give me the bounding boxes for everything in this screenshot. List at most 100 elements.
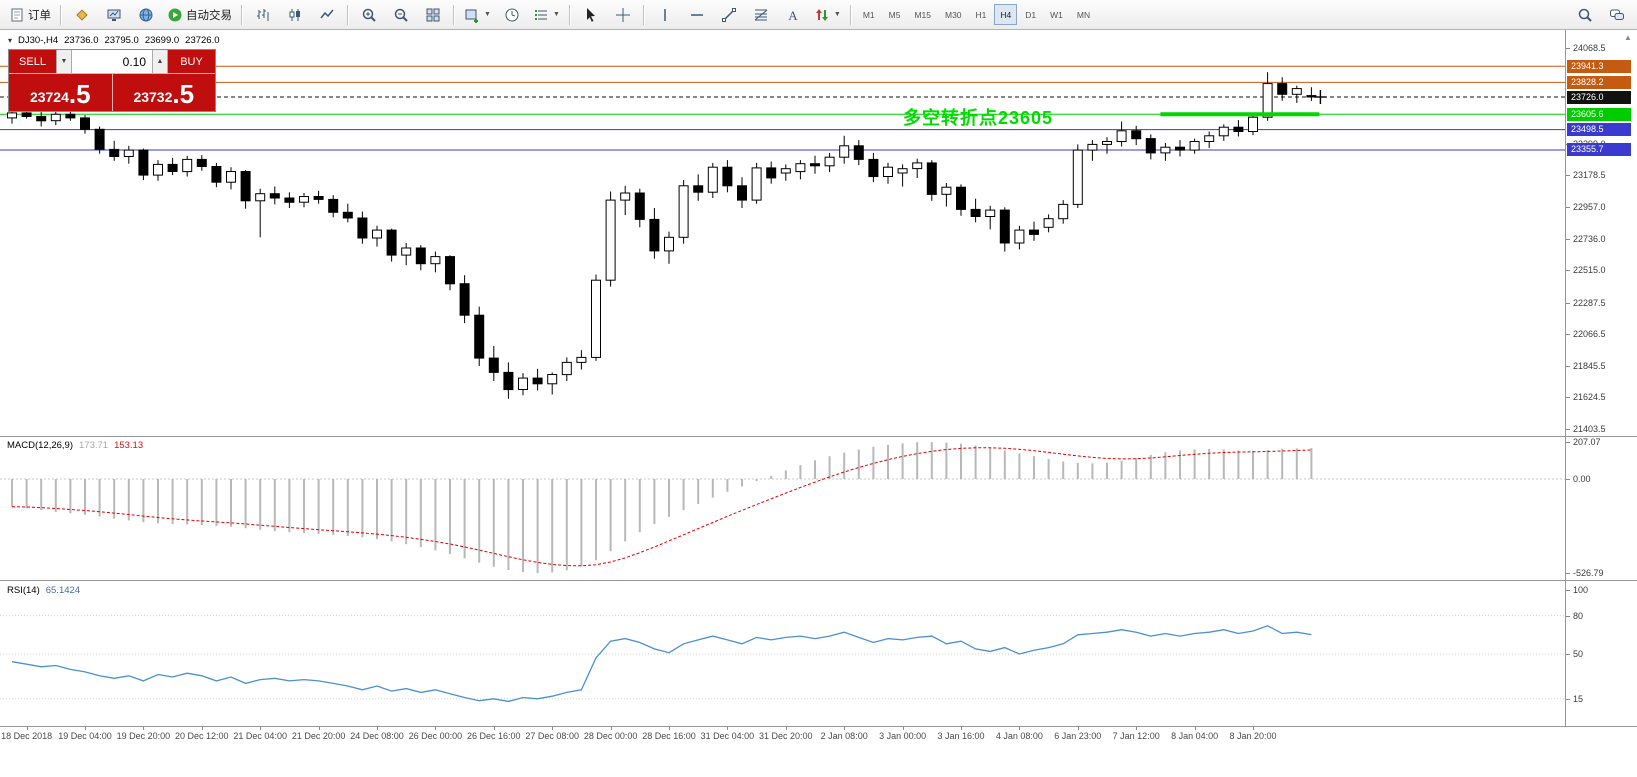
price-axis-label: 22066.5 <box>1573 329 1606 340</box>
price-axis-label: 21624.5 <box>1573 392 1606 403</box>
arrows-icon-glyph <box>815 8 828 21</box>
low-value: 23699.0 <box>144 35 180 46</box>
chevron-down-icon: ▼ <box>60 58 68 65</box>
horizontal-line-icon[interactable] <box>682 3 712 27</box>
price-axis[interactable]: 24068.523399.023178.522957.022736.022515… <box>1565 30 1637 726</box>
macd-indicator-panel[interactable] <box>0 437 1565 580</box>
favorites-icon[interactable] <box>67 3 97 27</box>
axis-tick <box>1566 238 1570 240</box>
buy-price-value: 23732 <box>133 89 173 105</box>
volume-up-button[interactable]: ▲ <box>152 50 168 73</box>
autotrading-button-label: 自动交易 <box>186 9 232 22</box>
time-axis-label: 4 Jan 08:00 <box>995 731 1043 741</box>
refresh-icon-glyph <box>505 8 519 21</box>
toolbar-separator <box>347 4 349 25</box>
timeframe-w1-button[interactable]: W1 <box>1050 9 1063 20</box>
axis-tick <box>1566 442 1570 444</box>
candlestick-chart-icon[interactable] <box>280 3 310 27</box>
macd-main-value: 173.71 <box>79 440 109 451</box>
one-click-trade-panel: SELL ▼ 0.10 ▲ BUY 23724.5 23732.5 <box>8 49 216 112</box>
fibonacci-icon[interactable] <box>746 3 776 27</box>
time-axis-label: 2 Jan 08:00 <box>820 731 868 741</box>
axis-tick <box>1566 334 1570 336</box>
time-axis-label: 19 Dec 04:00 <box>58 731 112 741</box>
crosshair-icon[interactable] <box>608 3 638 27</box>
price-badge-resistance: 23828.2 <box>1567 75 1631 89</box>
chat-icon[interactable] <box>1602 3 1632 27</box>
time-axis[interactable]: 18 Dec 2018 19 Dec 04:00 19 Dec 20:00 20 De… <box>0 726 1637 750</box>
toolbar-separator <box>568 4 571 25</box>
time-axis-tick <box>844 727 846 730</box>
community-icon[interactable] <box>131 3 161 27</box>
sell-price-value: 23724 <box>29 89 69 105</box>
chart-context-icon[interactable]: ▾ <box>8 36 13 45</box>
new-chart-icon[interactable]: ▼ <box>460 3 495 27</box>
autotrading-button[interactable]: 自动交易 <box>163 3 236 27</box>
favorites-icon-glyph <box>76 8 88 21</box>
charts-icon[interactable] <box>99 3 129 27</box>
zoom-out-icon-glyph <box>394 8 408 22</box>
panel-splitter[interactable] <box>0 436 1637 437</box>
axis-tick <box>1566 206 1570 208</box>
timeframe-m15-button[interactable]: M15 <box>914 9 931 20</box>
macd-signal-value: 153.13 <box>114 440 144 451</box>
search-icon[interactable] <box>1570 3 1600 27</box>
time-axis-tick <box>260 727 262 730</box>
arrows-icon[interactable]: ▼ <box>810 3 845 27</box>
price-chart[interactable] <box>0 30 1565 436</box>
vertical-line-icon-glyph <box>664 8 666 21</box>
time-axis-label: 26 Dec 16:00 <box>467 731 521 741</box>
sell-button[interactable]: SELL <box>9 50 56 73</box>
chart-ohlc-header: ▾ DJ30-,H4 23736.0 23795.0 23699.0 23726… <box>8 35 220 46</box>
line-chart-icon[interactable] <box>312 3 342 27</box>
buy-price-button[interactable]: 23732.5 <box>113 74 216 111</box>
axis-tick <box>1566 572 1570 574</box>
bar-chart-icon[interactable] <box>248 3 278 27</box>
buy-button[interactable]: BUY <box>168 50 215 73</box>
time-axis-tick <box>669 727 670 730</box>
timeframe-m5-button[interactable]: M5 <box>888 9 901 20</box>
text-icon[interactable]: A <box>778 3 808 27</box>
axis-tick <box>1566 302 1570 304</box>
rsi-indicator-panel[interactable] <box>0 581 1565 726</box>
time-axis-tick <box>902 727 904 730</box>
axis-tick <box>1566 48 1570 50</box>
timeframe-d1-button[interactable]: D1 <box>1025 9 1037 20</box>
timeframe-mn-button[interactable]: MN <box>1076 9 1091 20</box>
tile-windows-icon[interactable] <box>418 3 448 27</box>
timeframe-m30-button[interactable]: M30 <box>944 9 962 20</box>
panel-splitter[interactable] <box>0 580 1637 581</box>
timeframe-h4-button[interactable]: H4 <box>994 4 1018 25</box>
scroll-up-icon[interactable]: ▲ <box>1624 33 1632 42</box>
price-axis-label: 23178.5 <box>1573 170 1606 181</box>
indicators-icon[interactable]: ▼ <box>529 3 564 27</box>
rsi-axis-label: 80 <box>1573 610 1584 621</box>
toolbar-separator <box>642 4 645 25</box>
volume-dropdown-button[interactable]: ▼ <box>56 50 72 73</box>
time-axis-tick <box>143 727 145 730</box>
axis-tick <box>1566 270 1570 272</box>
zoom-in-icon[interactable] <box>354 3 384 27</box>
fibonacci-icon-glyph <box>754 9 768 20</box>
refresh-icon[interactable] <box>497 3 527 27</box>
chart-annotation-text: 多空转折点23605 <box>903 108 1054 128</box>
price-axis-label: 22957.0 <box>1573 201 1606 212</box>
axis-tick <box>1566 365 1570 367</box>
price-badge-current-price: 23726.0 <box>1567 90 1631 104</box>
timeframe-m1-button[interactable]: M1 <box>862 9 875 20</box>
vertical-line-icon[interactable] <box>650 3 680 27</box>
sell-price-button[interactable]: 23724.5 <box>9 74 113 111</box>
timeframe-h1-button[interactable]: H1 <box>975 9 987 20</box>
horizontal-line-icon-glyph <box>690 13 703 16</box>
new-order-button[interactable]: 订单 <box>5 3 55 27</box>
zoom-in-icon-glyph <box>362 8 376 22</box>
cursor-icon[interactable] <box>576 3 606 27</box>
macd-axis-label: -526.79 <box>1573 567 1604 578</box>
volume-input[interactable]: 0.10 <box>72 50 152 73</box>
trendline-icon[interactable] <box>714 3 744 27</box>
autotrading-glyph <box>168 8 182 21</box>
price-badge-resistance: 23941.3 <box>1567 59 1631 73</box>
community-icon-glyph <box>139 8 153 21</box>
zoom-out-icon[interactable] <box>386 3 416 27</box>
toolbar-separator <box>849 4 852 25</box>
